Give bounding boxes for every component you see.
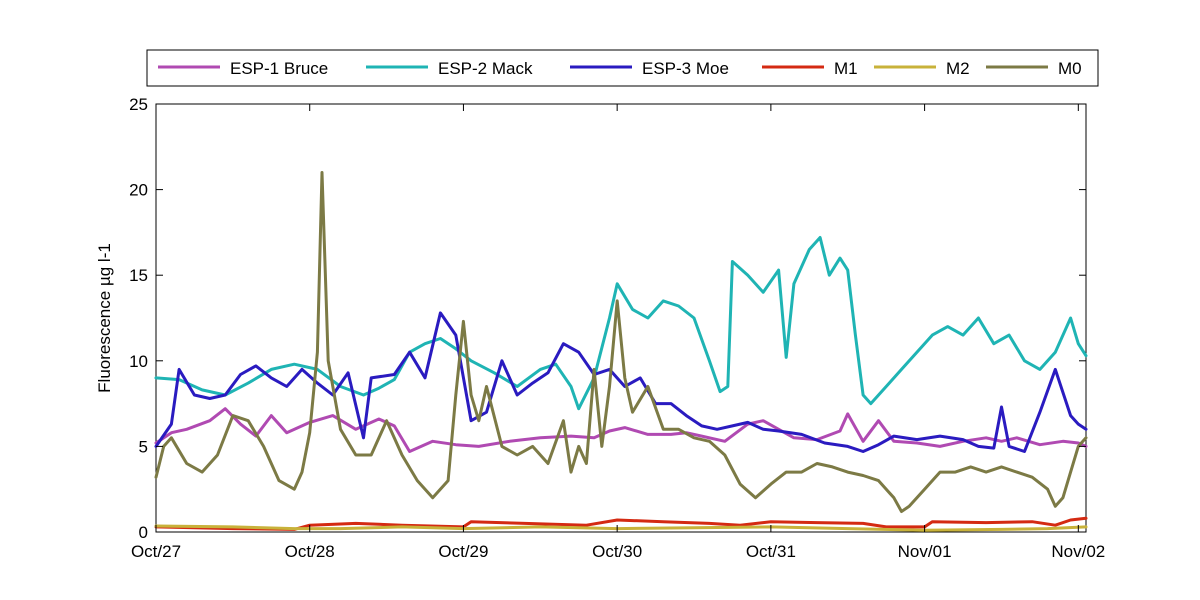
series-line-2 (154, 311, 1088, 453)
x-tick-label: Nov/02 (1051, 542, 1105, 561)
legend-label-4: M2 (946, 59, 970, 78)
x-tick-label: Nov/01 (898, 542, 952, 561)
x-tick-label: Oct/29 (438, 542, 488, 561)
series-line-0 (154, 407, 1088, 453)
x-tick-label: Oct/27 (131, 542, 181, 561)
y-axis: 0 5 10 15 20 25 (129, 95, 1086, 542)
x-tick-label: Oct/31 (746, 542, 796, 561)
legend: ESP-1 Bruce ESP-2 Mack ESP-3 Moe M1 M2 M0 (146, 49, 1099, 87)
legend-label-0: ESP-1 Bruce (230, 59, 328, 78)
series-line-5 (154, 171, 1088, 513)
y-tick-label: 15 (129, 266, 148, 285)
y-tick-label: 25 (129, 95, 148, 114)
series-line-3 (154, 516, 1088, 531)
x-tick-label: Oct/30 (592, 542, 642, 561)
y-axis-label: Fluorescence µg l-1 (95, 243, 114, 393)
y-tick-label: 0 (139, 523, 148, 542)
y-tick-label: 10 (129, 352, 148, 371)
y-tick-label: 5 (139, 437, 148, 456)
x-tick-label: Oct/28 (285, 542, 335, 561)
plot-frame (155, 103, 1087, 533)
legend-label-3: M1 (834, 59, 858, 78)
x-axis: Oct/27 Oct/28 Oct/29 Oct/30 Oct/31 Nov/01 Nov/… (131, 104, 1105, 561)
legend-label-5: M0 (1058, 59, 1082, 78)
legend-label-2: ESP-3 Moe (642, 59, 729, 78)
y-tick-label: 20 (129, 181, 148, 200)
legend-label-1: ESP-2 Mack (438, 59, 533, 78)
plot-area: 0 5 10 15 20 25 Oct/27 Oct/28 Oct/29 Oct/30 Oct/3… (129, 95, 1105, 561)
series-line-1 (154, 236, 1088, 411)
